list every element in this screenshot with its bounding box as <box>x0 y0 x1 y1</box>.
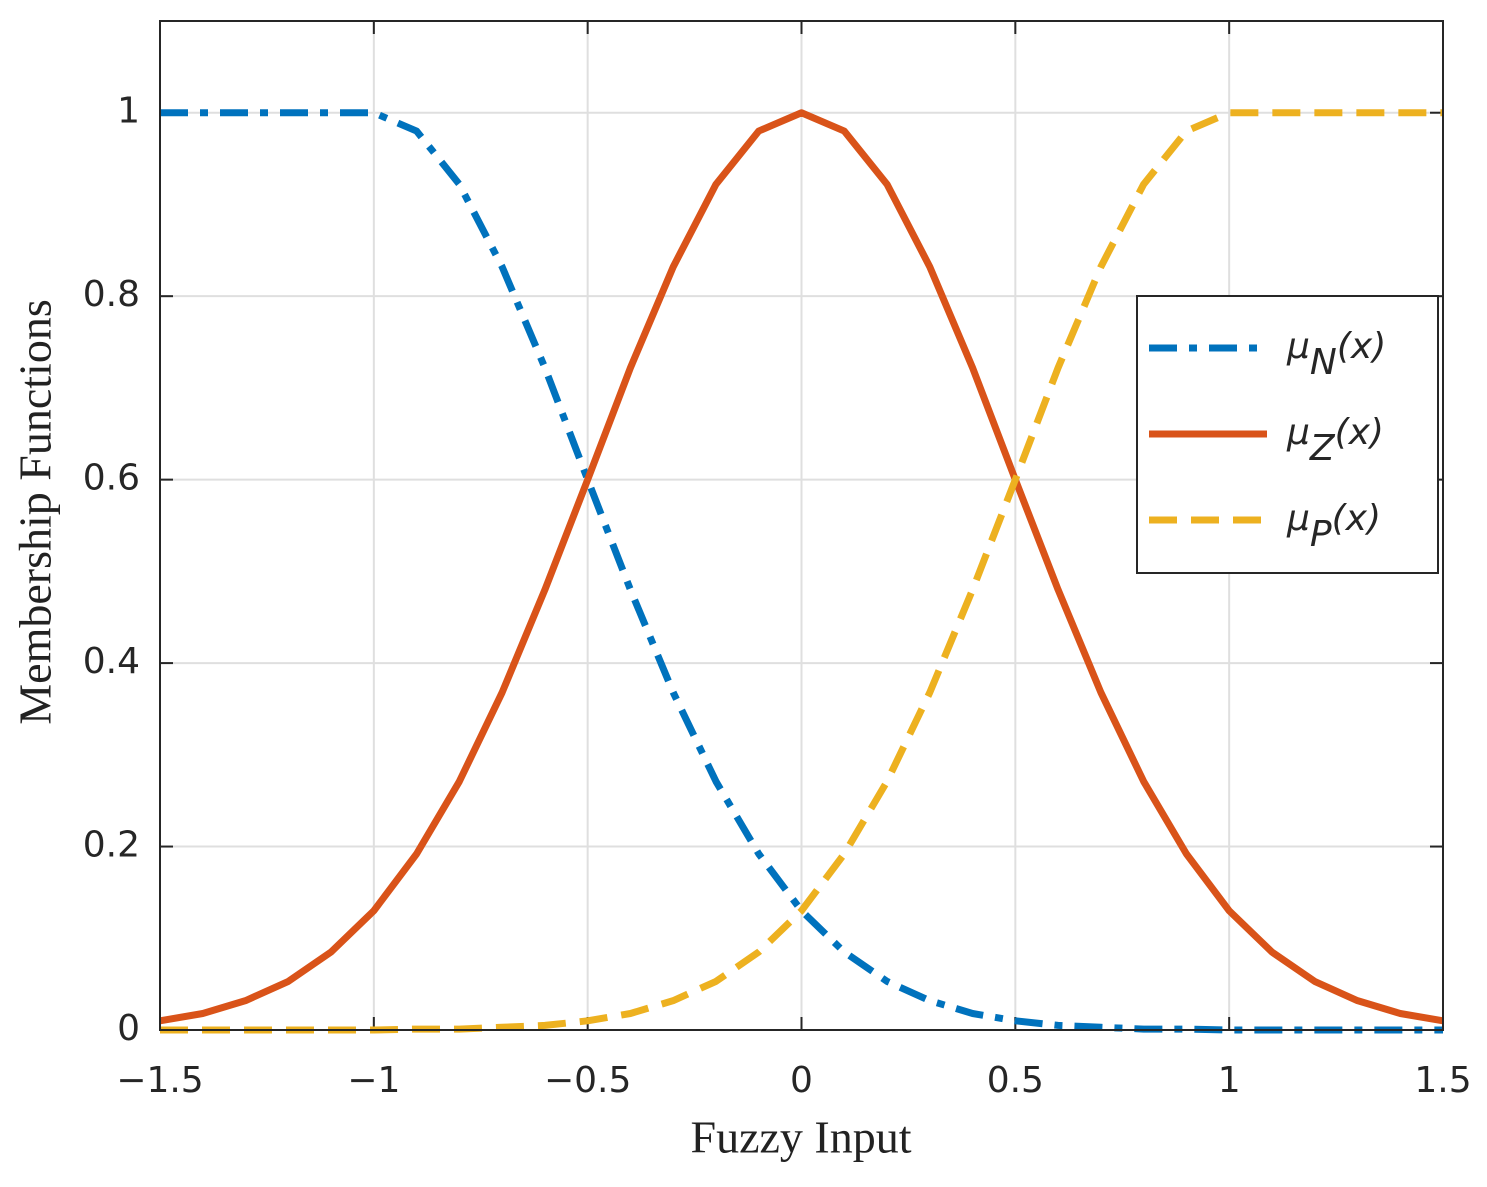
legend-label: μZ(x) <box>1286 412 1384 469</box>
y-tick-label: 0.6 <box>83 458 140 499</box>
series-line <box>159 109 1444 1025</box>
x-axis-label: Fuzzy Input <box>690 1112 911 1163</box>
legend-label: μP(x) <box>1286 498 1381 555</box>
x-tick-label: 1.5 <box>1414 1060 1471 1101</box>
y-tick-label: 0.8 <box>83 274 140 315</box>
x-tick-label: 0 <box>790 1060 813 1101</box>
x-tick-label: 1 <box>1218 1060 1241 1101</box>
y-tick-label: 0.2 <box>83 825 140 866</box>
x-tick-label: −0.5 <box>544 1060 631 1101</box>
x-tick-label: −1.5 <box>116 1060 203 1101</box>
y-tick-label: 0 <box>117 1008 140 1049</box>
x-tick-label: 0.5 <box>987 1060 1044 1101</box>
legend: μN(x) μZ(x) μP(x) <box>1136 295 1439 574</box>
y-axis-label: Membership Functions <box>10 299 61 724</box>
y-tick-label: 0.4 <box>83 641 140 682</box>
x-tick-label: −1 <box>347 1060 400 1101</box>
legend-label: μN(x) <box>1286 326 1386 383</box>
axes-box <box>159 20 1444 1031</box>
y-tick-label: 1 <box>117 91 140 132</box>
